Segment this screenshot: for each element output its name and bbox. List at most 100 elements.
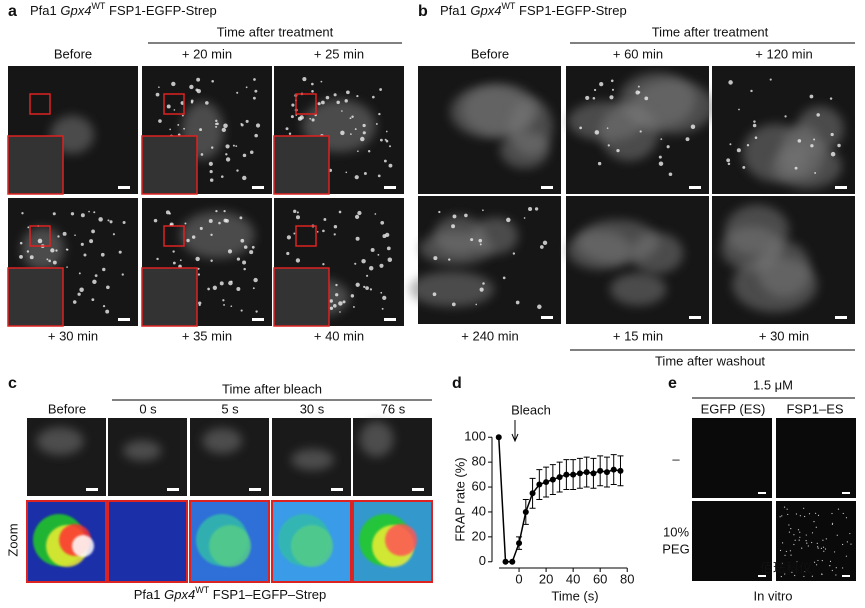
scale-bar	[412, 488, 424, 491]
data-point	[583, 469, 590, 476]
caption-part: FSP1–EGFP–Strep	[209, 587, 326, 602]
puncta	[46, 258, 49, 261]
puncta	[255, 310, 258, 313]
scale-bar	[118, 318, 130, 321]
puncta	[189, 84, 194, 90]
puncta	[377, 253, 380, 256]
tile-label: 5 s	[221, 401, 239, 416]
puncta	[249, 250, 254, 255]
tile-label: + 15 min	[613, 328, 663, 343]
y-tick-label: 80	[472, 454, 486, 469]
y-tick-label: 100	[464, 429, 486, 444]
puncta	[198, 304, 201, 307]
puncta	[736, 148, 741, 153]
zoom-blobs	[359, 514, 417, 567]
x-tick-label: 60	[593, 571, 607, 586]
puncta	[638, 91, 641, 94]
watermark: 佰珐科仪	[760, 560, 812, 575]
droplet	[784, 554, 786, 556]
puncta	[210, 259, 213, 262]
puncta	[242, 175, 247, 181]
puncta	[335, 293, 339, 297]
scale-bar	[842, 492, 850, 494]
puncta	[382, 234, 387, 239]
puncta	[475, 303, 478, 306]
puncta	[354, 175, 359, 180]
tile-label: + 30 min	[759, 328, 809, 343]
droplet	[836, 534, 838, 536]
puncta	[635, 90, 640, 95]
puncta	[80, 242, 84, 246]
cell	[359, 421, 394, 457]
droplet	[821, 559, 823, 562]
puncta	[37, 238, 43, 244]
y-tick-label: 40	[472, 503, 486, 518]
droplet	[811, 541, 813, 544]
puncta	[369, 288, 373, 291]
puncta	[333, 304, 337, 308]
puncta	[155, 92, 160, 97]
puncta	[378, 112, 381, 116]
roi-box	[29, 225, 51, 247]
puncta	[225, 157, 231, 162]
droplet	[793, 534, 795, 536]
puncta	[593, 88, 597, 92]
puncta	[607, 144, 610, 147]
puncta	[88, 210, 90, 213]
cell-group	[567, 72, 714, 177]
puncta	[220, 175, 224, 178]
puncta	[208, 161, 213, 166]
zoom-blobs	[33, 514, 94, 567]
puncta	[728, 80, 733, 85]
micrograph	[692, 418, 772, 498]
puncta	[432, 292, 437, 297]
droplet	[791, 571, 793, 573]
puncta	[438, 210, 441, 214]
puncta	[380, 220, 385, 225]
title: Pfa1 Gpx4WT FSP1-EGFP-Strep	[440, 1, 627, 18]
roi-box	[163, 225, 185, 247]
puncta	[311, 90, 314, 93]
droplet	[815, 512, 817, 514]
puncta	[215, 125, 218, 128]
puncta	[242, 153, 247, 158]
tile-label: + 35 min	[182, 328, 232, 343]
puncta	[752, 123, 757, 128]
panel-label: b	[418, 3, 428, 20]
puncta	[219, 281, 224, 286]
puncta	[245, 119, 249, 123]
puncta	[523, 217, 526, 219]
puncta	[77, 292, 81, 296]
puncta	[325, 95, 330, 100]
puncta	[211, 146, 214, 149]
puncta	[375, 123, 378, 125]
puncta	[361, 258, 366, 264]
puncta	[184, 222, 187, 225]
puncta	[317, 102, 321, 106]
y-tick-label: 20	[472, 528, 486, 543]
scale-bar	[252, 318, 264, 321]
puncta	[354, 262, 357, 265]
puncta	[637, 85, 640, 88]
puncta	[179, 259, 182, 262]
puncta	[345, 171, 348, 174]
cell-group	[726, 78, 844, 189]
puncta	[660, 138, 663, 141]
droplet	[790, 554, 792, 556]
puncta	[79, 287, 84, 292]
droplet	[789, 550, 792, 552]
x-axis-label: Time (s)	[551, 588, 598, 603]
droplet	[784, 573, 786, 575]
cell	[742, 124, 810, 182]
caption: Pfa1 Gpx4WT FSP1–EGFP–Strep	[134, 585, 327, 602]
puncta	[381, 307, 384, 310]
puncta	[668, 172, 673, 177]
puncta	[242, 260, 247, 265]
droplet	[817, 546, 819, 548]
puncta	[367, 150, 371, 153]
puncta	[388, 163, 393, 168]
puncta	[221, 127, 227, 133]
puncta	[320, 100, 325, 105]
puncta	[464, 213, 468, 218]
cell-group	[291, 448, 334, 471]
